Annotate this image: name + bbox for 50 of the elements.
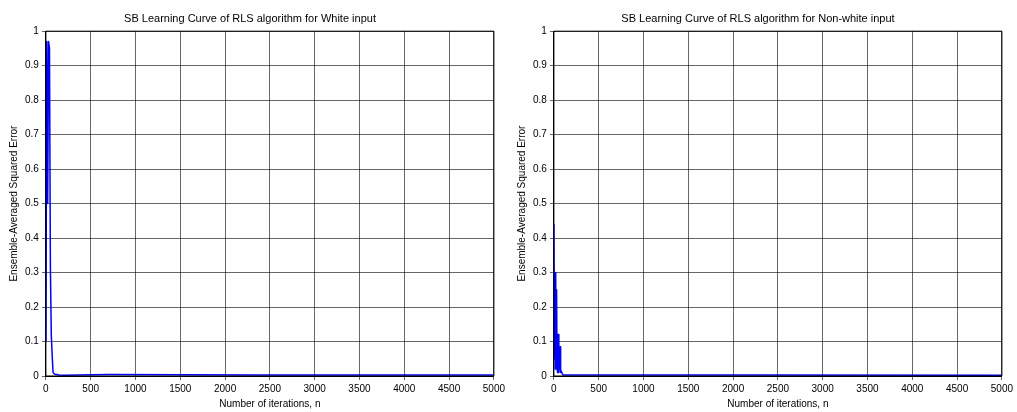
y-tick-label: 0.7	[533, 128, 548, 140]
y-axis-title: Ensemble-Averaged Squared Error	[7, 124, 19, 282]
y-tick-label: 0.8	[533, 93, 548, 105]
y-tick-label: 0.6	[25, 162, 40, 174]
x-tick-label: 1000	[124, 382, 148, 394]
x-tick-label: 1500	[169, 382, 192, 394]
x-tick-label: 500	[82, 382, 100, 394]
y-tick-label: 1	[541, 24, 548, 36]
y-tick-label: 0.8	[25, 93, 40, 105]
y-tick-label: 0	[541, 369, 548, 381]
y-tick-label: 0.4	[533, 231, 548, 243]
y-tick-label: 0.2	[533, 300, 548, 312]
y-tick-label: 0.6	[533, 162, 548, 174]
x-tick-label: 1500	[677, 382, 700, 394]
x-tick-label: 4500	[437, 382, 461, 394]
x-tick-label: 4500	[945, 382, 969, 394]
y-tick-label: 0	[33, 369, 40, 381]
y-tick-label: 1	[33, 24, 40, 36]
y-tick-label: 0.4	[25, 231, 40, 243]
x-tick-label: 2000	[213, 382, 237, 394]
x-tick-label: 5000	[990, 382, 1014, 394]
y-tick-label: 0.7	[25, 128, 40, 140]
x-axis-title: Number of iterations, n	[219, 397, 321, 409]
x-tick-label: 2500	[766, 382, 790, 394]
x-tick-label: 4000	[901, 382, 924, 394]
x-tick-label: 0	[43, 382, 50, 394]
x-tick-label: 0	[551, 382, 558, 394]
x-tick-label: 2000	[721, 382, 745, 394]
x-tick-label: 500	[590, 382, 608, 394]
y-tick-label: 0.3	[25, 266, 40, 278]
x-tick-label: 4000	[393, 382, 416, 394]
y-tick-label: 0.1	[25, 335, 40, 347]
x-tick-label: 5000	[482, 382, 506, 394]
x-tick-label: 3500	[348, 382, 372, 394]
x-tick-label: 1000	[632, 382, 656, 394]
x-tick-label: 3000	[303, 382, 327, 394]
y-tick-label: 0.5	[25, 197, 40, 209]
y-tick-label: 0.9	[25, 59, 40, 71]
chart-title: SB Learning Curve of RLS algorithm for Non-white input	[621, 11, 895, 24]
x-axis-title: Number of iterations, n	[727, 397, 829, 409]
x-tick-label: 3000	[811, 382, 835, 394]
y-tick-label: 0.9	[533, 59, 548, 71]
y-tick-label: 0.2	[25, 300, 40, 312]
y-axis-title: Ensemble-Averaged Squared Error	[515, 124, 527, 282]
x-tick-label: 2500	[258, 382, 282, 394]
x-tick-label: 3500	[856, 382, 880, 394]
y-tick-label: 0.5	[533, 197, 548, 209]
y-tick-label: 0.3	[533, 266, 548, 278]
y-tick-label: 0.1	[533, 335, 548, 347]
chart-title: SB Learning Curve of RLS algorithm for White input	[124, 11, 376, 24]
